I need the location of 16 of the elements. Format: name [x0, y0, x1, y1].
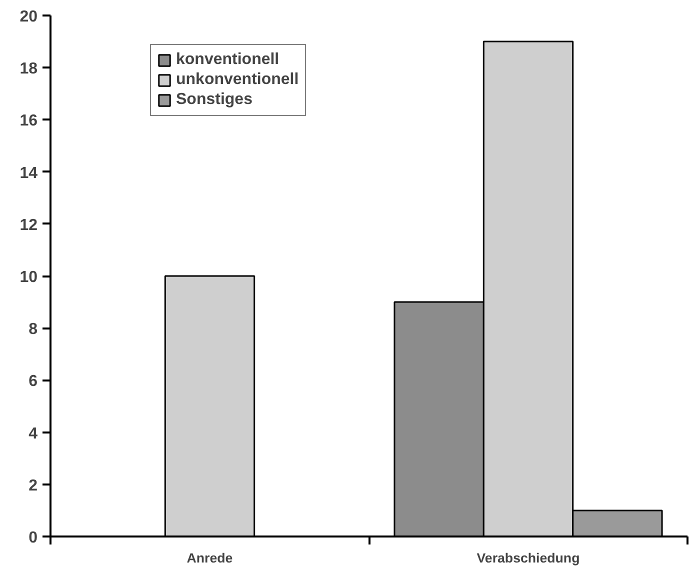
y-tick-label: 20: [20, 8, 38, 26]
y-tick-label: 10: [20, 269, 38, 286]
y-tick-label: 16: [20, 112, 38, 130]
legend-label: Sonstiges: [176, 91, 252, 109]
legend-label: konventionell: [176, 51, 280, 69]
x-tick-label: Anrede: [186, 550, 233, 566]
y-tick-label: 6: [28, 373, 38, 390]
y-tick-label: 4: [28, 425, 38, 442]
y-tick-label: 18: [20, 60, 38, 78]
legend-label: unkonventionell: [176, 71, 299, 89]
y-tick-label: 8: [28, 321, 38, 338]
y-tick-label: 14: [20, 164, 38, 182]
y-tick-label: 12: [20, 216, 38, 234]
y-tick-label: 0: [28, 530, 38, 546]
y-tick-label: 2: [28, 477, 38, 494]
x-tick-label: Verabschiedung: [476, 550, 580, 566]
